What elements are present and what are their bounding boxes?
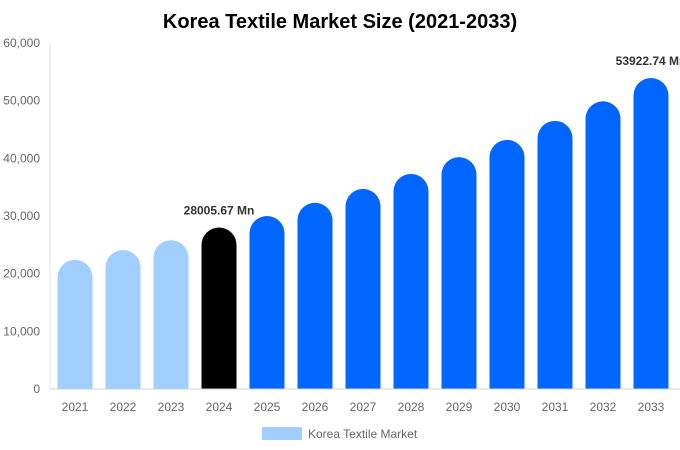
y-tick-label: 40,000 [3, 151, 40, 165]
bar-2032 [585, 101, 621, 389]
y-tick-label: 0 [33, 382, 40, 396]
x-tick-label: 2025 [254, 400, 281, 414]
x-tick-label: 2029 [446, 400, 473, 414]
chart-title: Korea Textile Market Size (2021-2033) [163, 11, 517, 33]
bar-2026 [297, 202, 333, 389]
y-tick-label: 20,000 [3, 267, 40, 281]
x-tick-label: 2022 [110, 400, 137, 414]
x-tick-label: 2032 [590, 400, 617, 414]
bar-2030 [489, 139, 525, 389]
x-tick-label: 2030 [494, 400, 521, 414]
x-tick-label: 2021 [62, 400, 89, 414]
x-tick-label: 2024 [206, 400, 233, 414]
x-tick-label: 2023 [158, 400, 185, 414]
bar-2023 [153, 240, 189, 389]
data-label-2024: 28005.67 Mn [184, 204, 255, 218]
x-tick-label: 2027 [350, 400, 377, 414]
bar-2033 [633, 78, 669, 390]
bar-2021 [57, 259, 93, 389]
x-tick-label: 2031 [542, 400, 569, 414]
y-tick-label: 30,000 [3, 209, 40, 223]
data-label-2033: 53922.74 Mn [616, 54, 680, 68]
y-tick-label: 10,000 [3, 324, 40, 338]
legend: Korea Textile Market [262, 427, 418, 441]
y-tick-label: 50,000 [3, 94, 40, 108]
x-tick-label: 2028 [398, 400, 425, 414]
bar-2031 [537, 120, 573, 389]
x-tick-label: 2033 [638, 400, 665, 414]
bar-2028 [393, 173, 429, 389]
bar-2027 [345, 188, 381, 389]
legend-label: Korea Textile Market [308, 427, 418, 441]
bar-2029 [441, 157, 477, 389]
legend-swatch [262, 427, 302, 440]
x-tick-label: 2026 [302, 400, 329, 414]
bar-2025 [249, 216, 285, 389]
y-tick-label: 60,000 [3, 36, 40, 50]
bar-2024 [201, 227, 237, 389]
bar-2022 [105, 250, 141, 389]
